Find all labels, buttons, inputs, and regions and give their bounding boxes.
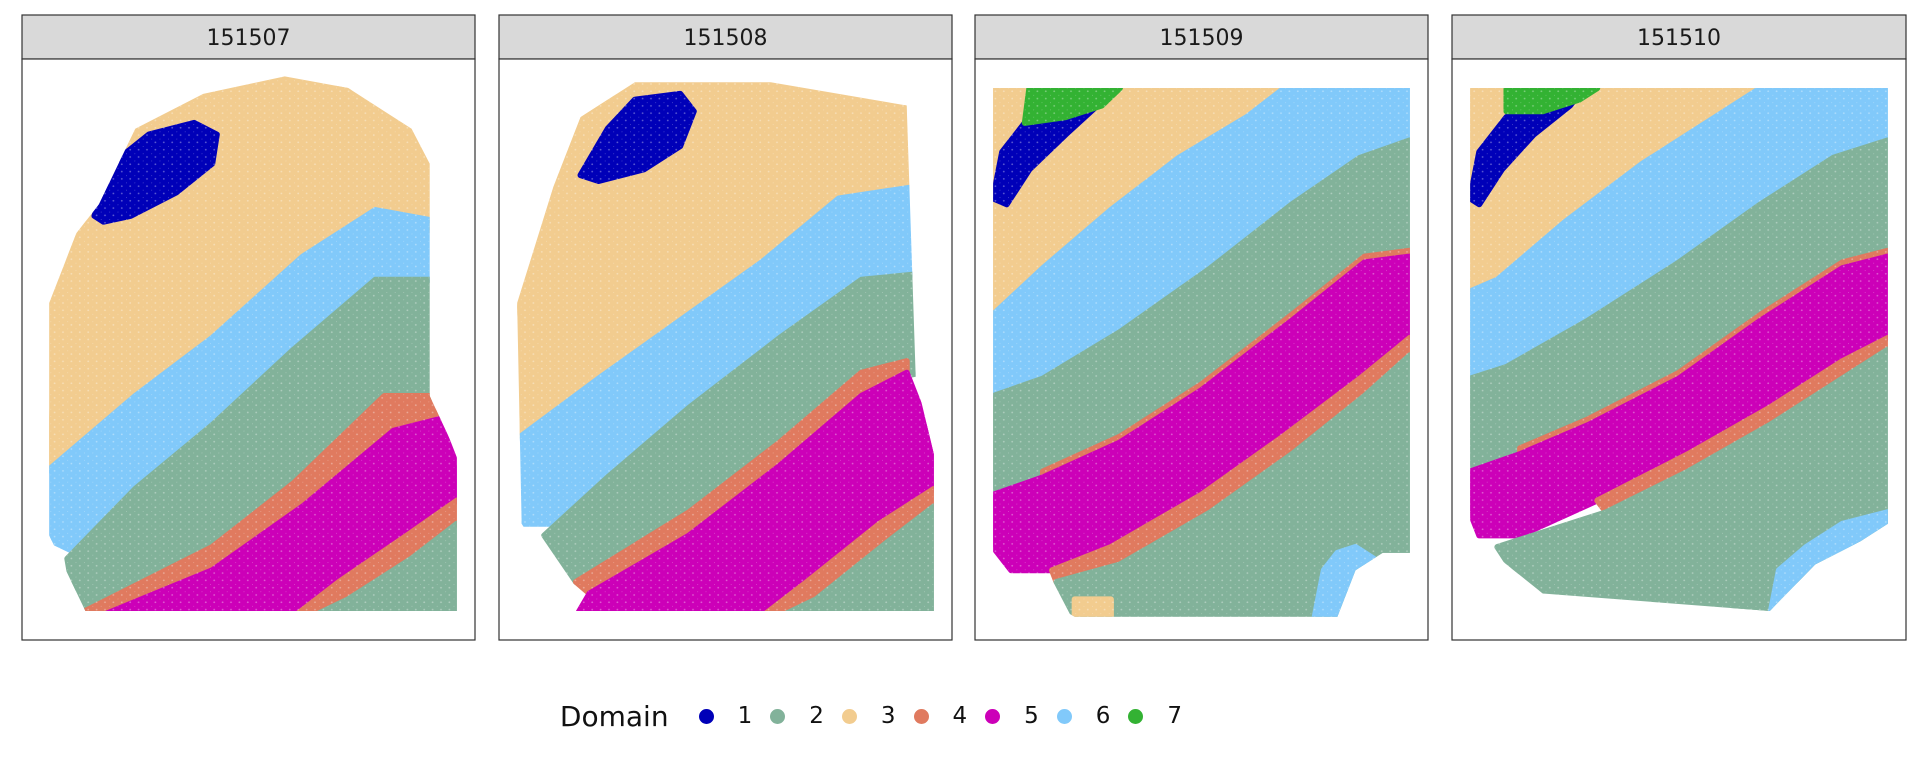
legend-key-2 [770,708,786,724]
legend-title: Domain [559,699,669,733]
legend-label-3: 3 [880,703,896,729]
spot-texture [993,88,1410,617]
spots-151507 [49,76,457,611]
facet-panel-151508: 151508 [498,14,953,641]
facet-panel-151507: 151507 [21,14,476,641]
legend-label-7: 7 [1167,703,1183,729]
facet-label-151509: 151509 [1160,26,1244,51]
legend-item-1: 1 [698,703,753,729]
legend-label-1: 1 [737,703,753,729]
legend-key-6 [1056,708,1072,724]
spots-151508 [517,82,934,611]
spot-texture [1470,88,1888,611]
legend-item-7: 7 [1128,703,1182,729]
legend-label-6: 6 [1095,703,1111,729]
facet-label-151507: 151507 [207,26,291,51]
spots-151509 [993,88,1410,617]
facet-label-151510: 151510 [1637,26,1721,51]
spot-texture [517,82,934,611]
facet-label-151508: 151508 [684,26,768,51]
legend-items: 1 2 3 4 5 6 7 [698,703,1200,729]
facet-panel-151510: 151510 [1451,14,1907,641]
spots-151510 [1470,88,1888,611]
facet-strip-151509 [974,14,1429,60]
legend-item-6: 6 [1056,703,1111,729]
legend-item-2: 2 [770,703,824,729]
legend-key-7 [1128,708,1144,724]
spot-texture [49,76,457,611]
legend-key-1 [698,708,714,724]
legend-item-3: 3 [841,703,896,729]
legend-label-2: 2 [809,703,824,729]
legend-key-3 [841,708,857,724]
facet-strip-151510 [1451,14,1907,60]
facet-strip-151508 [498,14,953,60]
legend-item-4: 4 [913,703,968,729]
legend: Domain 1 2 3 4 5 6 7 [0,696,1920,736]
legend-key-4 [913,708,929,724]
facet-strip-151507 [21,14,476,60]
legend-label-4: 4 [952,703,968,729]
legend-item-5: 5 [985,703,1039,729]
facet-panel-151509: 151509 [974,14,1429,641]
legend-key-5 [985,708,1001,724]
legend-label-5: 5 [1024,703,1039,729]
